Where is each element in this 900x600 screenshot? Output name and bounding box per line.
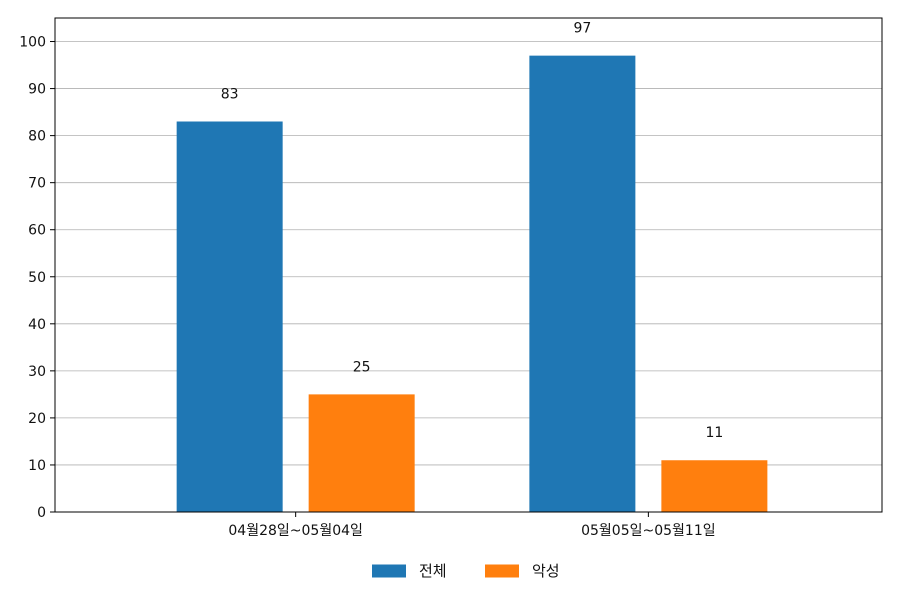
legend-swatch-0 <box>372 564 406 578</box>
legend-label: 악성 <box>532 562 560 580</box>
data-label: 97 <box>573 21 591 37</box>
y-tick-label: 50 <box>28 270 46 286</box>
y-tick-label: 20 <box>28 411 46 427</box>
x-tick-label: 05월05일~05월11일 <box>581 523 716 539</box>
y-tick-label: 0 <box>37 505 46 521</box>
plot-frame <box>54 17 883 513</box>
bar-malicious-0 <box>308 394 415 512</box>
y-tick-label: 90 <box>28 82 46 98</box>
y-tick-label: 70 <box>28 176 46 192</box>
legend-swatch-1 <box>485 564 519 578</box>
data-label: 11 <box>705 425 723 441</box>
data-label: 83 <box>221 87 239 103</box>
tick-labels: 0 10 20 30 40 50 60 70 80 90 100 04월28일~05월04일 05월05… <box>19 35 715 539</box>
y-tick-label: 40 <box>28 317 46 333</box>
legend-label: 전체 <box>419 562 447 580</box>
y-tick-label: 30 <box>28 364 46 380</box>
y-tick-label: 10 <box>28 458 46 474</box>
y-tick-label: 80 <box>28 129 46 145</box>
y-tick-label: 100 <box>19 35 46 51</box>
y-tick-label: 60 <box>28 223 46 239</box>
bars <box>176 55 768 513</box>
x-tick-label: 04월28일~05월04일 <box>228 523 363 539</box>
legend: 전체 악성 <box>372 562 560 580</box>
bar-total-1 <box>529 55 636 513</box>
axes <box>50 17 883 517</box>
value-labels: 83 25 97 11 <box>221 21 724 442</box>
bar-malicious-1 <box>661 460 768 512</box>
bar-total-0 <box>176 121 283 512</box>
data-label: 25 <box>353 359 371 375</box>
